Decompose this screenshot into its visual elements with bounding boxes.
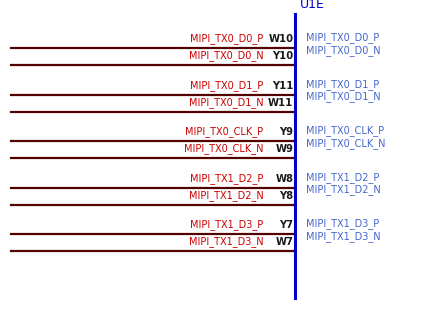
Text: W9: W9 <box>275 144 293 154</box>
Text: Y10: Y10 <box>272 51 293 61</box>
Text: MIPI_TX1_D2_N: MIPI_TX1_D2_N <box>189 190 264 201</box>
Text: MIPI_TX1_D3_N: MIPI_TX1_D3_N <box>306 231 381 242</box>
Text: Y9: Y9 <box>279 127 293 137</box>
Text: MIPI_TX0_D1_P: MIPI_TX0_D1_P <box>190 80 264 91</box>
Text: MIPI_TX0_CLK_N: MIPI_TX0_CLK_N <box>184 144 264 154</box>
Text: MIPI_TX0_CLK_P: MIPI_TX0_CLK_P <box>185 126 264 137</box>
Text: Y8: Y8 <box>279 191 293 201</box>
Text: MIPI_TX0_D0_N: MIPI_TX0_D0_N <box>189 51 264 61</box>
Text: MIPI_TX1_D2_P: MIPI_TX1_D2_P <box>190 173 264 184</box>
Text: W11: W11 <box>268 98 293 108</box>
Text: MIPI_TX0_D0_N: MIPI_TX0_D0_N <box>306 45 381 56</box>
Text: MIPI_TX1_D3_P: MIPI_TX1_D3_P <box>190 219 264 230</box>
Text: MIPI_TX1_D3_P: MIPI_TX1_D3_P <box>306 219 379 229</box>
Text: MIPI_TX0_D1_N: MIPI_TX0_D1_N <box>306 91 381 102</box>
Text: MIPI_TX0_D0_P: MIPI_TX0_D0_P <box>306 33 379 43</box>
Text: W7: W7 <box>275 237 293 247</box>
Text: MIPI_TX0_D0_P: MIPI_TX0_D0_P <box>190 33 264 44</box>
Text: MIPI_TX1_D2_N: MIPI_TX1_D2_N <box>306 184 381 195</box>
Text: MIPI_TX0_D1_P: MIPI_TX0_D1_P <box>306 79 379 90</box>
Text: MIPI_TX1_D3_N: MIPI_TX1_D3_N <box>189 237 264 247</box>
Text: U1E: U1E <box>300 0 325 11</box>
Text: MIPI_TX1_D2_P: MIPI_TX1_D2_P <box>306 172 380 183</box>
Text: W10: W10 <box>268 34 293 44</box>
Text: Y7: Y7 <box>279 220 293 230</box>
Text: MIPI_TX0_CLK_N: MIPI_TX0_CLK_N <box>306 138 385 149</box>
Text: W8: W8 <box>275 174 293 184</box>
Text: MIPI_TX0_CLK_P: MIPI_TX0_CLK_P <box>306 126 384 136</box>
Text: Y11: Y11 <box>272 81 293 91</box>
Text: MIPI_TX0_D1_N: MIPI_TX0_D1_N <box>189 97 264 108</box>
